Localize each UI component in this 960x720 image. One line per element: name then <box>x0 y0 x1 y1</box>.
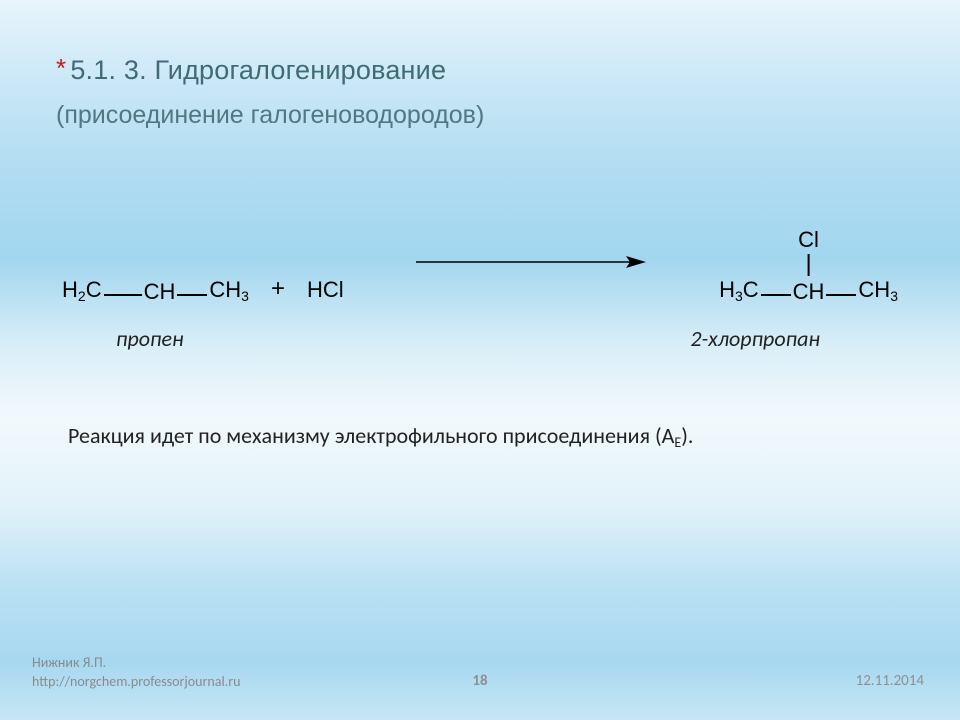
reactant-frag-1: H2C <box>62 279 102 303</box>
bond-icon <box>177 294 207 296</box>
label-2chloropropane: 2-хлорпропан <box>690 325 820 352</box>
p-g1tail: C <box>743 277 759 302</box>
product-wrap: Cl H3C CH CH3 <box>719 279 898 303</box>
product-frag-3: CH3 <box>858 279 898 303</box>
r-g3sub: 3 <box>241 288 249 304</box>
footer-url: http://norgchem.professorjournal.ru <box>32 673 240 692</box>
reactant-frag-2: CH <box>144 281 176 303</box>
footer-page-number: 18 <box>472 672 487 690</box>
reaction-row: H2C CH CH3 + HCl Cl H3C <box>56 221 904 311</box>
mechanism-text: Реакция идет по механизму электрофильног… <box>56 422 904 451</box>
reactant-frag-3: CH3 <box>209 279 249 303</box>
bond-vertical-icon <box>808 254 810 276</box>
bond-icon <box>104 294 142 296</box>
mechanism-prefix: Реакция идет по механизму электрофильног… <box>68 422 674 449</box>
p-g3sub: 3 <box>890 288 898 304</box>
r-g1: H <box>62 277 78 302</box>
compound-labels-row: пропен 2-хлорпропан <box>56 311 904 352</box>
footer-date: 12.11.2014 <box>856 672 924 690</box>
bond-icon <box>826 294 856 296</box>
r-g3: CH <box>209 277 241 302</box>
title-main: 5.1. 3. Гидрогалогенирование <box>70 55 446 85</box>
p-g3: CH <box>858 277 890 302</box>
product-frag-2: CH <box>793 281 825 303</box>
label-propene: пропен <box>116 325 184 352</box>
cl-substituent: Cl <box>798 229 819 276</box>
mechanism-suffix: ). <box>681 422 693 449</box>
slide-body: *5.1. 3. Гидрогалогенирование (присоедин… <box>0 0 960 720</box>
title-block: *5.1. 3. Гидрогалогенирование (присоедин… <box>56 48 904 135</box>
title-subtitle: (присоединение галогеноводородов) <box>56 96 904 135</box>
r-g1sub: 2 <box>78 288 86 304</box>
reactant-propene: H2C CH CH3 <box>62 279 249 303</box>
reagent-hcl: HCl <box>307 277 344 303</box>
title-line-1: *5.1. 3. Гидрогалогенирование <box>56 48 904 92</box>
cl-label: Cl <box>798 229 819 251</box>
product-frag-1: H3C <box>719 279 759 303</box>
plus-sign: + <box>271 275 285 303</box>
p-g1sub: 3 <box>735 288 743 304</box>
footer-author: Нижник Я.П. <box>32 654 240 673</box>
bond-icon <box>761 294 791 296</box>
r-g1tail: C <box>86 277 102 302</box>
p-g1: H <box>719 277 735 302</box>
product-2chloropropane: H3C CH CH3 <box>719 279 898 303</box>
footer-left: Нижник Я.П. http://norgchem.professorjou… <box>32 654 240 692</box>
title-asterisk: * <box>56 53 66 83</box>
arrow-icon <box>416 253 646 271</box>
reaction-arrow-wrap <box>344 221 719 303</box>
